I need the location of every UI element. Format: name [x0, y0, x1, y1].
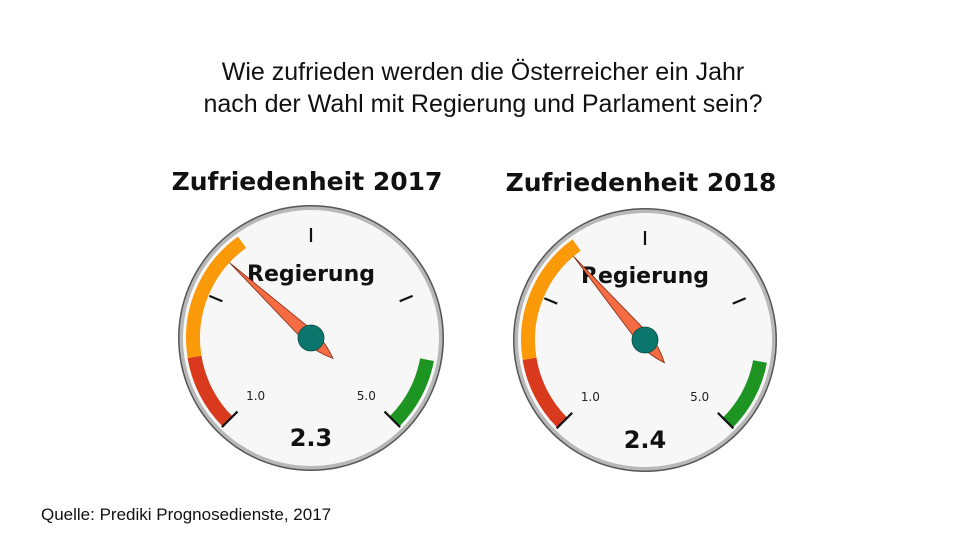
gauge-tick — [717, 412, 735, 430]
slide-title: Wie zufrieden werden die Österreicher ei… — [0, 56, 960, 120]
gauge-2018: 1.0 5.0 Regierung 2.4 — [513, 208, 777, 472]
gauge-1-title: Zufriedenheit 2017 — [171, 167, 443, 196]
gauge-band-green — [722, 359, 767, 428]
gauge-band-orange — [186, 236, 247, 359]
source-note: Quelle: Prediki Prognosedienste, 2017 — [41, 505, 332, 524]
gauge-value: 2.4 — [624, 426, 667, 454]
gauge-band-orange — [521, 239, 581, 360]
gauge-tick — [543, 297, 558, 305]
gauge-tick — [555, 412, 573, 430]
gauge-hub — [297, 324, 325, 352]
gauge-tick — [399, 294, 414, 303]
gauge-hub — [631, 326, 659, 354]
gauge-max-label: 5.0 — [357, 389, 376, 403]
gauge-band-red — [522, 357, 568, 428]
gauge-2017: 1.0 5.0 Regierung 2.3 — [178, 205, 444, 471]
gauge-min-label: 1.0 — [581, 390, 600, 404]
gauge-tick — [221, 410, 239, 428]
gauge-tick — [208, 294, 223, 303]
gauge-2-title: Zufriedenheit 2018 — [505, 168, 777, 197]
gauge-tick — [383, 410, 401, 428]
gauge-label: Regierung — [581, 264, 709, 289]
gauge-tick — [732, 297, 747, 305]
gauge-band-red — [187, 355, 233, 427]
gauge-label: Regierung — [247, 262, 375, 287]
gauge-min-label: 1.0 — [246, 389, 265, 403]
slide-title-line-2: nach der Wahl mit Regierung und Parlamen… — [203, 90, 763, 118]
gauge-max-label: 5.0 — [690, 390, 709, 404]
gauge-band-green — [389, 358, 434, 427]
gauge-value: 2.3 — [290, 424, 333, 452]
slide-title-line-1: Wie zufrieden werden die Österreicher ei… — [221, 58, 745, 86]
